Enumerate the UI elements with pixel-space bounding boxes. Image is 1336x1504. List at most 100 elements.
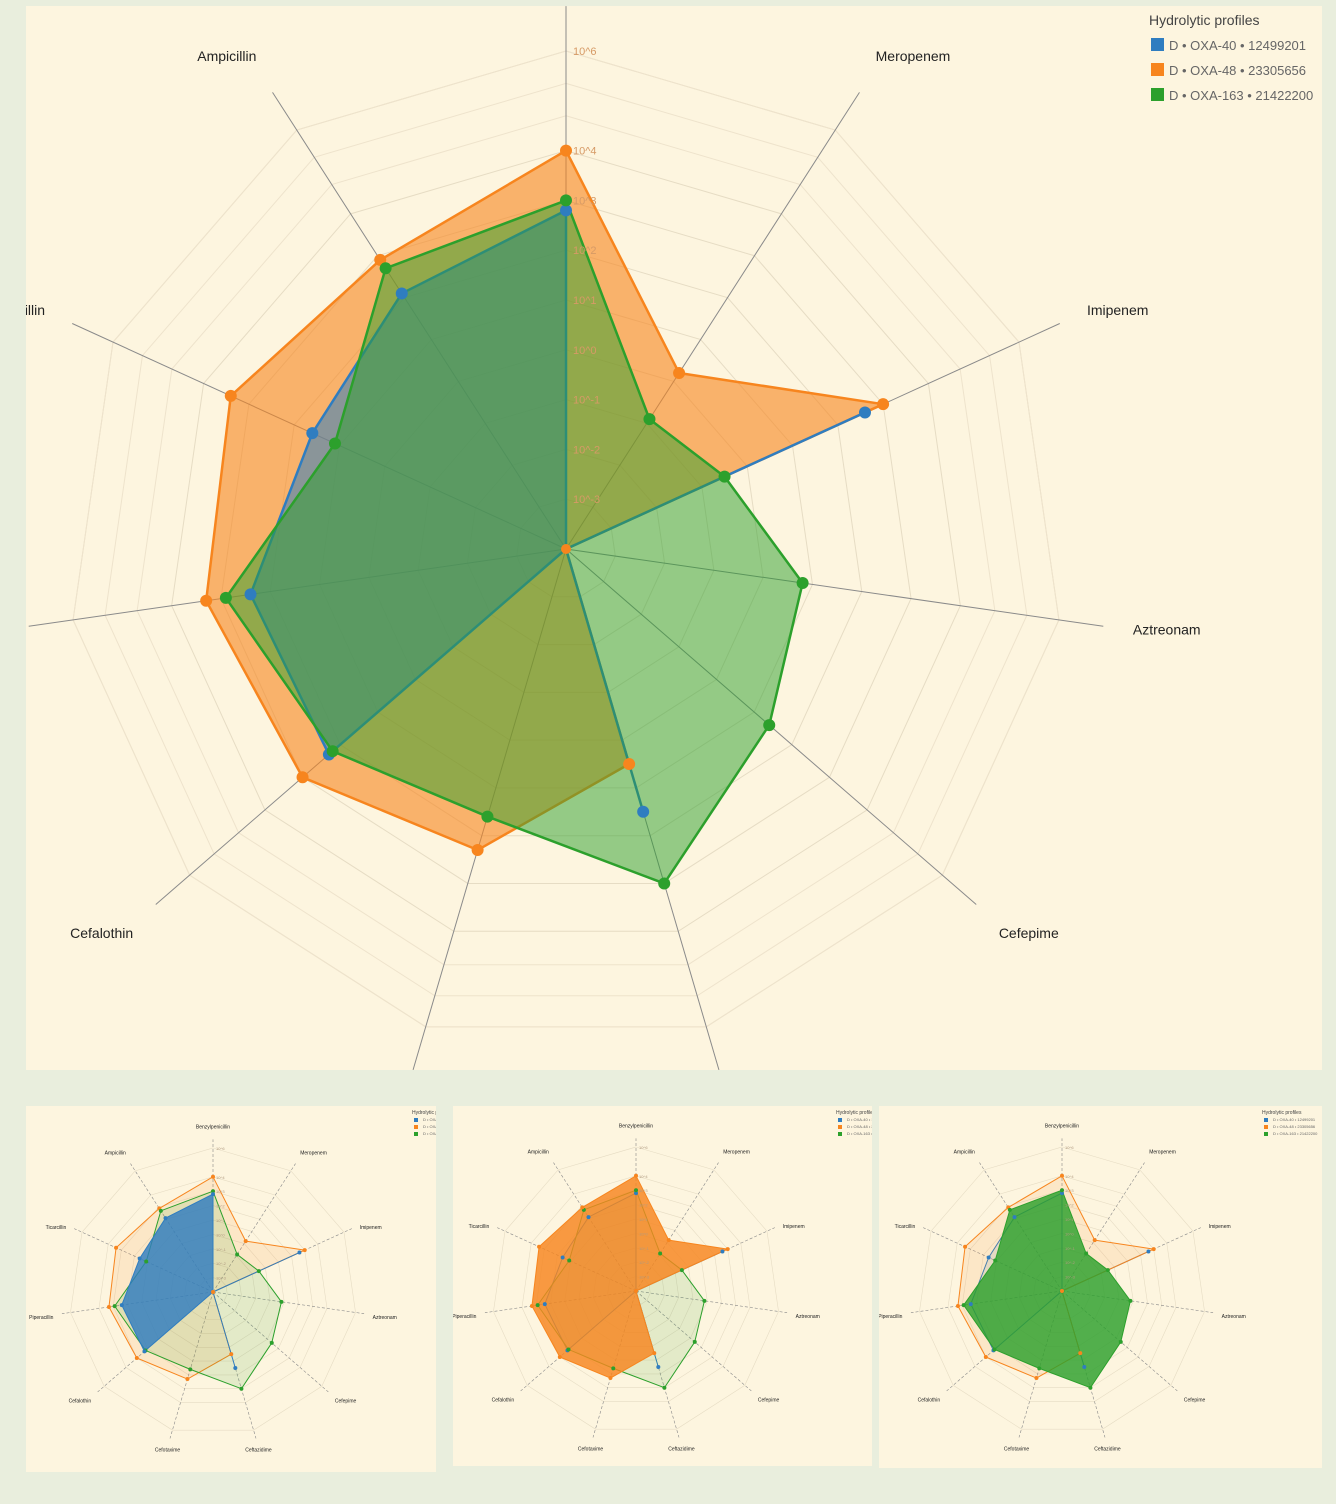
data-point-2-0	[1060, 1188, 1064, 1193]
data-point-2-3	[702, 1298, 707, 1303]
tick-label: 10^-2	[573, 444, 600, 456]
data-point-2-9	[144, 1259, 149, 1264]
tick-label: 10^4	[573, 146, 597, 158]
data-point-2-7	[326, 745, 339, 758]
grid-ring	[919, 1146, 1205, 1430]
legend-swatch-2	[1151, 88, 1164, 101]
legend-item-1: D • OXA-48	[423, 1124, 436, 1129]
grid-ring	[171, 150, 961, 932]
axis-label: Ticarcillin	[469, 1224, 490, 1230]
axis-label: Aztreonam	[1222, 1314, 1246, 1320]
data-point-0-10	[586, 1215, 591, 1220]
legend-title: Hydrolytic profiles	[1262, 1110, 1302, 1116]
legend-swatch-2	[838, 1132, 842, 1136]
data-point-1-2	[725, 1247, 730, 1252]
axis-label: Cefepime	[1184, 1398, 1206, 1404]
axis-label: Piperacillin	[29, 1315, 53, 1321]
axis-label: Ampicillin	[105, 1150, 126, 1156]
tick-label: 10^3	[1065, 1188, 1074, 1193]
axis-spoke	[169, 1291, 214, 1439]
small-radar-panel-1: 10^-3 10^-2 10^-1 10^0 10^1 10^2 10^3 10^4 10^6 B…	[26, 1106, 436, 1472]
axis-label: Imipenem	[360, 1225, 382, 1231]
data-point-2-3	[796, 577, 809, 590]
data-point-1-0	[634, 1173, 638, 1178]
legend-swatch-0	[414, 1118, 418, 1122]
data-point-2-4	[692, 1339, 697, 1344]
legend-title: Hydrolytic profiles	[1149, 12, 1259, 28]
data-point-1-0	[1060, 1173, 1064, 1178]
legend-item-1: D • OXA-48 • 23305656	[847, 1124, 872, 1129]
data-point-1-8	[529, 1303, 534, 1308]
axis-label: Ceftazidime	[245, 1448, 272, 1454]
data-point-0-0	[634, 1191, 638, 1196]
data-point-0-7	[142, 1349, 147, 1354]
axis-label: Aztreonam	[1133, 622, 1201, 638]
axis-label: Benzylpenicillin	[196, 1125, 230, 1131]
data-point-2-10	[158, 1208, 163, 1213]
tick-label: 10^0	[216, 1232, 225, 1237]
data-point-1-1	[666, 1238, 671, 1243]
axis-label: Cefalothin	[70, 925, 133, 941]
axis-label: Ceftazidime	[1094, 1447, 1121, 1453]
grid-ring	[127, 1205, 299, 1376]
tick-label: 10^0	[573, 345, 597, 357]
center-point	[561, 544, 571, 554]
axis-label: Ceftazidime	[668, 1447, 695, 1453]
axis-label: Piperacillin	[879, 1314, 903, 1320]
small-radar-panel-3: 10^-3 10^-2 10^-1 10^0 10^1 10^2 10^3 10^4 10^6 B…	[879, 1106, 1322, 1468]
data-point-2-7	[566, 1347, 571, 1352]
tick-label: 10^-3	[573, 494, 600, 506]
axis-label: Meropenem	[723, 1149, 750, 1155]
data-point-1-7	[557, 1355, 562, 1360]
small-radar-panel-2: 10^-3 10^-2 10^-1 10^0 10^1 10^2 10^3 10^4 10^6 B…	[453, 1106, 872, 1466]
tick-label: 10^0	[1065, 1231, 1074, 1236]
data-point-2-4	[1118, 1339, 1123, 1344]
tick-label: 10^-3	[639, 1275, 650, 1280]
data-point-1-2	[877, 398, 890, 411]
legend-swatch-0	[1264, 1118, 1268, 1122]
axis-label: Cefepime	[999, 925, 1059, 941]
data-point-1-5	[1078, 1351, 1083, 1356]
tick-label: 10^4	[1065, 1174, 1074, 1179]
data-point-2-2	[679, 1268, 684, 1273]
series-area-2	[963, 1189, 1131, 1389]
data-point-1-9	[224, 389, 237, 402]
data-point-0-8	[542, 1302, 547, 1307]
tick-label: 10^6	[216, 1146, 225, 1151]
data-point-2-5	[658, 877, 671, 890]
tick-label: 10^2	[639, 1203, 648, 1208]
legend-item-0: D • OXA-40	[423, 1117, 436, 1122]
legend-swatch-1	[1264, 1125, 1268, 1129]
small-radar-chart-1: 10^-3 10^-2 10^-1 10^0 10^1 10^2 10^3 10^4 10^6 B…	[29, 1110, 436, 1454]
tick-label: 10^6	[1065, 1145, 1074, 1150]
data-point-1-5	[623, 758, 636, 771]
axis-label: Meropenem	[1149, 1149, 1176, 1155]
axis-label: Ampicillin	[528, 1149, 549, 1155]
data-point-0-8	[244, 588, 257, 601]
tick-label: 10^2	[573, 245, 597, 257]
main-radar-panel: 10^-310^-210^-110^010^110^210^310^410^6B…	[26, 6, 1322, 1070]
data-point-2-1	[1084, 1251, 1089, 1256]
legend-swatch-0	[838, 1118, 842, 1122]
legend-swatch-1	[1151, 63, 1164, 76]
data-point-0-2	[720, 1249, 725, 1254]
tick-label: 10^1	[1065, 1217, 1074, 1222]
axis-label: Ampicillin	[954, 1149, 975, 1155]
legend-item-1: D • OXA-48 • 23305656	[1169, 63, 1306, 78]
series-area-1	[531, 1175, 729, 1379]
data-point-2-8	[961, 1303, 966, 1308]
data-point-2-6	[611, 1366, 616, 1371]
data-point-0-2	[297, 1250, 302, 1255]
tick-label: 10^-1	[216, 1247, 227, 1252]
data-point-0-10	[163, 1216, 168, 1221]
legend-item-0: D • OXA-40 • 12499201	[1169, 38, 1306, 53]
data-point-2-9	[993, 1258, 998, 1263]
legend-item-2: D • OXA-163 • 21422200	[1273, 1131, 1318, 1136]
tick-label: 10^0	[639, 1231, 648, 1236]
data-point-1-1	[243, 1239, 248, 1244]
data-point-2-0	[211, 1189, 215, 1194]
data-point-1-0	[560, 144, 572, 157]
axis-label: Ticarcillin	[895, 1224, 916, 1230]
grid-ring-outer	[136, 115, 996, 966]
grid-ring	[521, 1175, 751, 1402]
